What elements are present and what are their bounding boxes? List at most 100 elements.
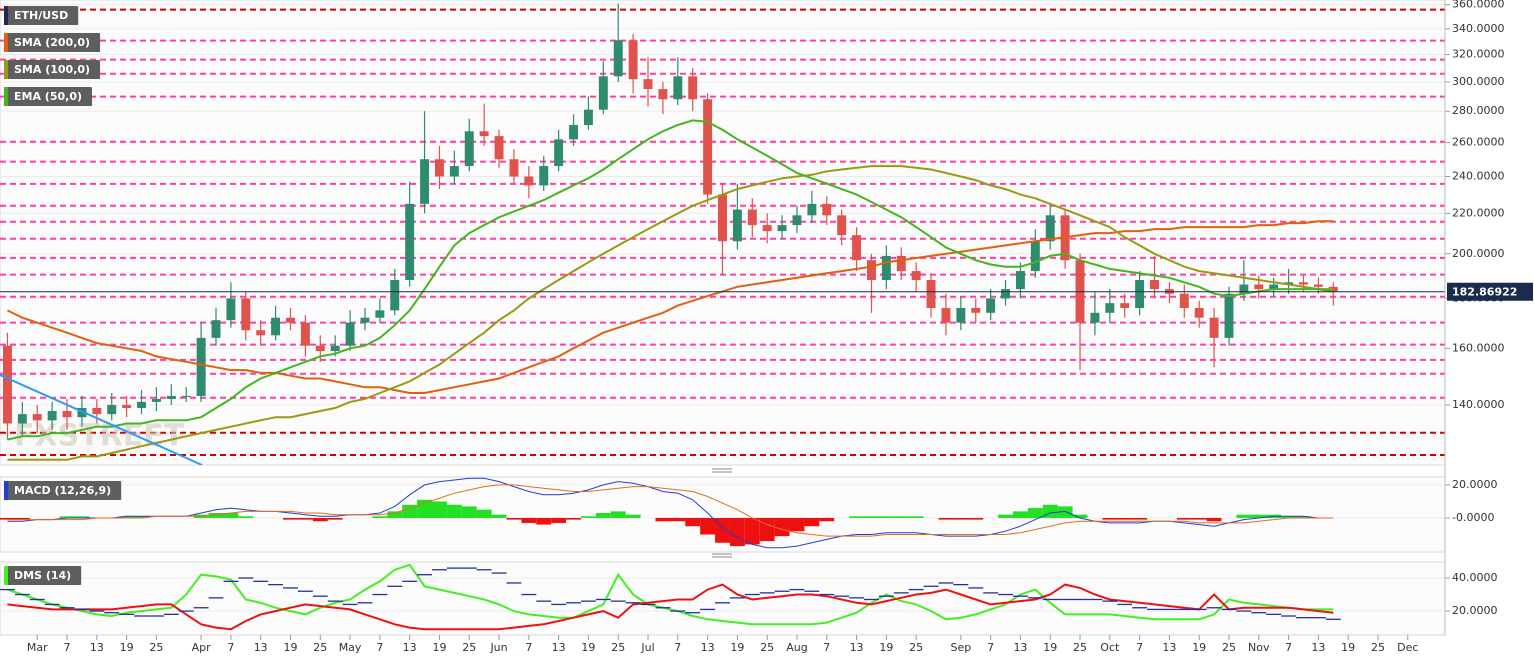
histogram-bar — [715, 517, 730, 543]
candle-body — [405, 203, 415, 281]
candle-body — [17, 414, 27, 424]
histogram-bar — [551, 517, 567, 523]
histogram-bar — [1117, 517, 1133, 520]
legend-box — [4, 566, 82, 585]
candle-body — [732, 209, 742, 242]
dms-line — [7, 563, 1334, 626]
y-tick-label: 260.0000 — [1452, 136, 1505, 149]
candle-body — [822, 203, 832, 216]
panel-grip[interactable] — [712, 468, 732, 558]
x-tick-label: 7 — [1136, 641, 1143, 654]
legend-box — [4, 33, 101, 52]
legend-box — [4, 481, 122, 500]
histogram-bar — [998, 514, 1013, 518]
candle-body — [1254, 284, 1264, 290]
candle-body — [92, 407, 102, 415]
x-tick-label: 13 — [1311, 641, 1325, 654]
candle-body — [1120, 303, 1130, 308]
histogram-bar — [491, 514, 507, 518]
candle-body — [569, 125, 578, 140]
legend-box — [4, 6, 79, 25]
histogram-bar — [312, 517, 328, 522]
legend-item: EMA (50,0) — [4, 87, 92, 106]
candle-body — [986, 298, 996, 313]
histogram-bar — [655, 517, 671, 522]
histogram-bar — [759, 517, 775, 542]
x-tick-label: 7 — [987, 641, 994, 654]
legend-swatch — [4, 566, 8, 585]
histogram-bar — [1176, 517, 1192, 520]
price-plot: FXSTREET — [0, 3, 1445, 461]
histogram-bar — [893, 516, 909, 518]
histogram-bar — [1132, 517, 1148, 520]
candle-body — [688, 76, 698, 100]
candle-body — [196, 337, 206, 396]
legend-label: SMA (100,0) — [14, 63, 90, 76]
histogram-bar — [238, 516, 254, 518]
histogram-bar — [134, 516, 149, 518]
candle-body — [107, 404, 117, 415]
y-tick-label: 360.0000 — [1452, 0, 1505, 11]
candle-body — [2, 345, 12, 424]
candle-body — [166, 395, 176, 399]
ma-line — [7, 119, 1334, 441]
candle-body — [807, 203, 817, 216]
candle-body — [703, 99, 713, 195]
histogram-bar — [580, 516, 596, 518]
x-tick-label: 19 — [879, 641, 893, 654]
x-tick-label: 25 — [462, 641, 476, 654]
legend-item: ETH/USD — [4, 6, 79, 25]
x-tick-label: 7 — [376, 641, 383, 654]
x-tick-label: 7 — [227, 641, 234, 654]
x-tick-label: 13 — [90, 641, 104, 654]
histogram-bar — [283, 517, 298, 520]
y-tick-label: 40.0000 — [1452, 571, 1498, 584]
candle-body — [360, 317, 370, 323]
legend-item: SMA (200,0) — [4, 33, 101, 52]
candle-body — [122, 404, 132, 408]
candle-body — [1105, 303, 1115, 313]
histogram-bar — [372, 516, 388, 518]
candle-body — [539, 166, 549, 186]
histogram-bar — [938, 517, 954, 520]
x-tick-label: Jun — [489, 641, 507, 654]
candle-body — [345, 322, 355, 346]
histogram-bar — [74, 516, 90, 518]
histogram-bar — [14, 517, 30, 520]
histogram-bar — [849, 516, 865, 518]
y-tick-label: -0.0000 — [1452, 511, 1494, 524]
histogram-bar — [1012, 511, 1028, 518]
candle-body — [434, 159, 444, 177]
x-tick-label: 13 — [701, 641, 715, 654]
histogram-bar — [700, 517, 716, 535]
candle-body — [47, 411, 57, 421]
y-tick-label: 280.0000 — [1452, 104, 1505, 117]
legend-item: SMA (100,0) — [4, 60, 101, 79]
legend-box — [4, 87, 92, 106]
histogram-bar — [1072, 514, 1088, 518]
x-tick-label: Sep — [950, 641, 971, 654]
candle-body — [300, 322, 310, 346]
candle-body — [32, 414, 42, 421]
legend-label: MACD (12,26,9) — [14, 484, 111, 497]
candle-body — [1179, 293, 1189, 308]
histogram-bar — [1191, 517, 1207, 520]
x-tick-label: Apr — [192, 641, 212, 654]
candle-body — [792, 215, 802, 226]
legend-label: DMS (14) — [14, 569, 71, 582]
candle-body — [762, 225, 772, 232]
y-tick-label: 200.0000 — [1452, 247, 1505, 260]
candle-body — [881, 255, 891, 281]
histogram-bar — [625, 514, 641, 518]
candle-body — [956, 307, 966, 323]
legend-box — [4, 60, 101, 79]
histogram-bar — [536, 517, 552, 525]
legend-label: ETH/USD — [14, 9, 68, 22]
candle-body — [867, 260, 876, 281]
candle-body — [1194, 307, 1204, 318]
candle-body — [479, 131, 489, 137]
candle-body — [1045, 215, 1055, 242]
histogram-bar — [1236, 514, 1252, 518]
histogram-bar — [297, 517, 313, 520]
histogram-bar — [729, 517, 745, 547]
